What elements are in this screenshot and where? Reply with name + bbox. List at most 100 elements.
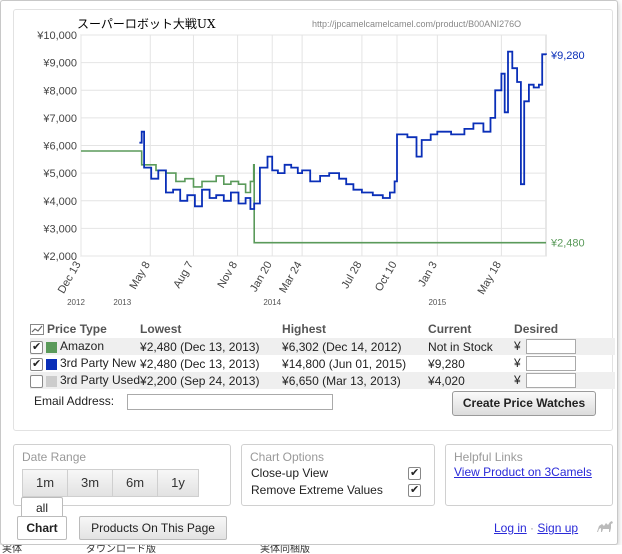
closeup-view-checkbox[interactable] xyxy=(408,467,421,480)
y-tick-label: ¥8,000 xyxy=(42,85,77,97)
year-label: 2015 xyxy=(428,298,446,307)
email-label: Email Address: xyxy=(34,394,115,408)
background-text: 実体同梱版 xyxy=(260,545,310,554)
x-tick-label: May 8 xyxy=(127,260,152,292)
range-1m-button[interactable]: 1m xyxy=(22,469,68,497)
y-tick-label: ¥9,000 xyxy=(42,58,77,70)
highest-header: Highest xyxy=(282,322,327,336)
amazon-price-line xyxy=(81,150,546,244)
third-party-new-swatch xyxy=(46,358,57,370)
y-tick-label: ¥10,000 xyxy=(36,30,77,42)
current-amazon-price-label: ¥2,480 xyxy=(550,238,585,250)
currency-symbol: ¥ xyxy=(514,355,521,370)
year-label: 2014 xyxy=(263,298,281,307)
x-tick-label: Nov 8 xyxy=(215,260,240,291)
desired-cell: ¥ xyxy=(514,338,615,355)
desired-price-input[interactable] xyxy=(525,373,576,389)
lowest-cell: ¥2,480 (Dec 13, 2013) xyxy=(140,356,260,371)
chart-title: スーパーロボット大戦UX xyxy=(77,17,216,31)
y-tick-label: ¥4,000 xyxy=(42,196,77,208)
helpful-links-panel: Helpful Links View Product on 3Camels xyxy=(445,444,613,506)
desired-cell: ¥ xyxy=(514,355,615,372)
background-text: ダウンロード版 xyxy=(86,545,156,554)
tab-products-on-page[interactable]: Products On This Page xyxy=(79,516,227,540)
current-cell: ¥4,020 xyxy=(428,373,465,388)
third-party-used-label: 3rd Party Used xyxy=(60,373,141,388)
amazon-checkbox[interactable] xyxy=(30,340,43,354)
footer-separator: · xyxy=(530,521,535,535)
email-address-input[interactable] xyxy=(127,394,333,410)
highest-cell: ¥14,800 (Jun 01, 2015) xyxy=(282,356,407,371)
x-tick-label: Mar 24 xyxy=(277,260,305,296)
helpful-links-title: Helpful Links xyxy=(454,450,523,464)
x-tick-label: Dec 13 xyxy=(56,260,84,296)
y-tick-label: ¥3,000 xyxy=(42,223,77,235)
current-header: Current xyxy=(428,322,472,336)
lowest-cell: ¥2,200 (Sep 24, 2013) xyxy=(140,373,260,388)
amazon-swatch xyxy=(46,341,57,353)
tab-chart[interactable]: Chart xyxy=(17,516,67,540)
price-type-cell: Amazon xyxy=(30,338,140,355)
chart-mini-icon xyxy=(30,324,44,336)
lowest-header: Lowest xyxy=(140,322,182,336)
x-tick-label: Jul 28 xyxy=(339,260,364,291)
x-tick-label: Jan 20 xyxy=(248,260,275,295)
signup-link[interactable]: Sign up xyxy=(537,521,579,535)
chart-options-title: Chart Options xyxy=(250,450,325,464)
x-tick-label: Jan 3 xyxy=(416,260,440,289)
current-cell: ¥9,280 xyxy=(428,356,465,371)
chart-options-panel: Chart Options Close-up View Remove Extre… xyxy=(241,444,435,506)
camelizer-popup: ¥2,000 ¥3,000 ¥4,000 ¥5,000 ¥6,000 ¥7,000 ¥8,0… xyxy=(0,0,618,545)
price-history-chart: ¥2,000 ¥3,000 ¥4,000 ¥5,000 ¥6,000 ¥7,000 ¥8,0… xyxy=(13,9,615,431)
camel-icon xyxy=(597,521,613,532)
current-new-price-label: ¥9,280 xyxy=(550,50,585,62)
background-page-strip: 実体 ダウンロード版 実体同梱版 xyxy=(0,545,622,554)
year-label: 2013 xyxy=(113,298,131,307)
chart-svg: ¥2,000 ¥3,000 ¥4,000 ¥5,000 ¥6,000 ¥7,000 ¥8,0… xyxy=(36,17,585,307)
y-tick-label: ¥2,000 xyxy=(42,251,77,263)
date-range-title: Date Range xyxy=(22,450,87,464)
price-type-cell: 3rd Party New xyxy=(30,355,140,372)
third-party-new-checkbox[interactable] xyxy=(30,357,43,371)
table-row: Amazon ¥2,480 (Dec 13, 2013) ¥6,302 (Dec… xyxy=(30,338,615,355)
currency-symbol: ¥ xyxy=(514,338,521,353)
range-all-button[interactable]: all xyxy=(21,497,63,519)
y-tick-label: ¥6,000 xyxy=(42,141,77,153)
x-tick-label: Oct 10 xyxy=(373,260,400,294)
remove-extreme-label: Remove Extreme Values xyxy=(251,483,383,497)
chart-url: http://jpcamelcamelcamel.com/product/B00… xyxy=(312,19,521,29)
table-row: 3rd Party New ¥2,480 (Dec 13, 2013) ¥14,… xyxy=(30,355,615,372)
table-row: 3rd Party Used ¥2,200 (Sep 24, 2013) ¥6,… xyxy=(30,372,615,389)
range-6m-button[interactable]: 6m xyxy=(112,469,158,497)
create-price-watches-button[interactable]: Create Price Watches xyxy=(452,391,596,416)
third-party-used-checkbox[interactable] xyxy=(30,374,43,388)
price-type-table: Price Type Lowest Highest Current Desire… xyxy=(30,320,615,389)
x-tick-label: Aug 7 xyxy=(171,260,196,291)
year-label: 2012 xyxy=(67,298,85,307)
closeup-view-label: Close-up View xyxy=(251,466,329,480)
desired-price-input[interactable] xyxy=(525,339,576,355)
currency-symbol: ¥ xyxy=(514,372,521,387)
view-on-3camels-link[interactable]: View Product on 3Camels xyxy=(454,465,592,479)
price-type-header: Price Type xyxy=(30,320,140,338)
background-text: 実体 xyxy=(2,545,22,554)
y-tick-label: ¥5,000 xyxy=(42,168,77,180)
third-party-new-price-line xyxy=(139,50,547,210)
amazon-label: Amazon xyxy=(60,339,105,354)
x-tick-label: May 18 xyxy=(476,260,504,297)
highest-cell: ¥6,302 (Dec 14, 2012) xyxy=(282,339,402,354)
table-header-row: Price Type Lowest Highest Current Desire… xyxy=(30,320,615,338)
price-type-cell: 3rd Party Used xyxy=(30,372,140,389)
desired-cell: ¥ xyxy=(514,372,615,389)
range-1y-button[interactable]: 1y xyxy=(157,469,199,497)
desired-price-input[interactable] xyxy=(525,356,576,372)
footer-links: Log in · Sign up xyxy=(494,521,578,535)
highest-cell: ¥6,650 (Mar 13, 2013) xyxy=(282,373,401,388)
third-party-new-label: 3rd Party New xyxy=(60,356,137,371)
price-type-header-label: Price Type xyxy=(47,322,107,336)
remove-extreme-checkbox[interactable] xyxy=(408,484,421,497)
range-3m-button[interactable]: 3m xyxy=(67,469,113,497)
third-party-used-swatch xyxy=(46,375,57,387)
login-link[interactable]: Log in xyxy=(494,521,527,535)
desired-header: Desired xyxy=(514,322,559,336)
